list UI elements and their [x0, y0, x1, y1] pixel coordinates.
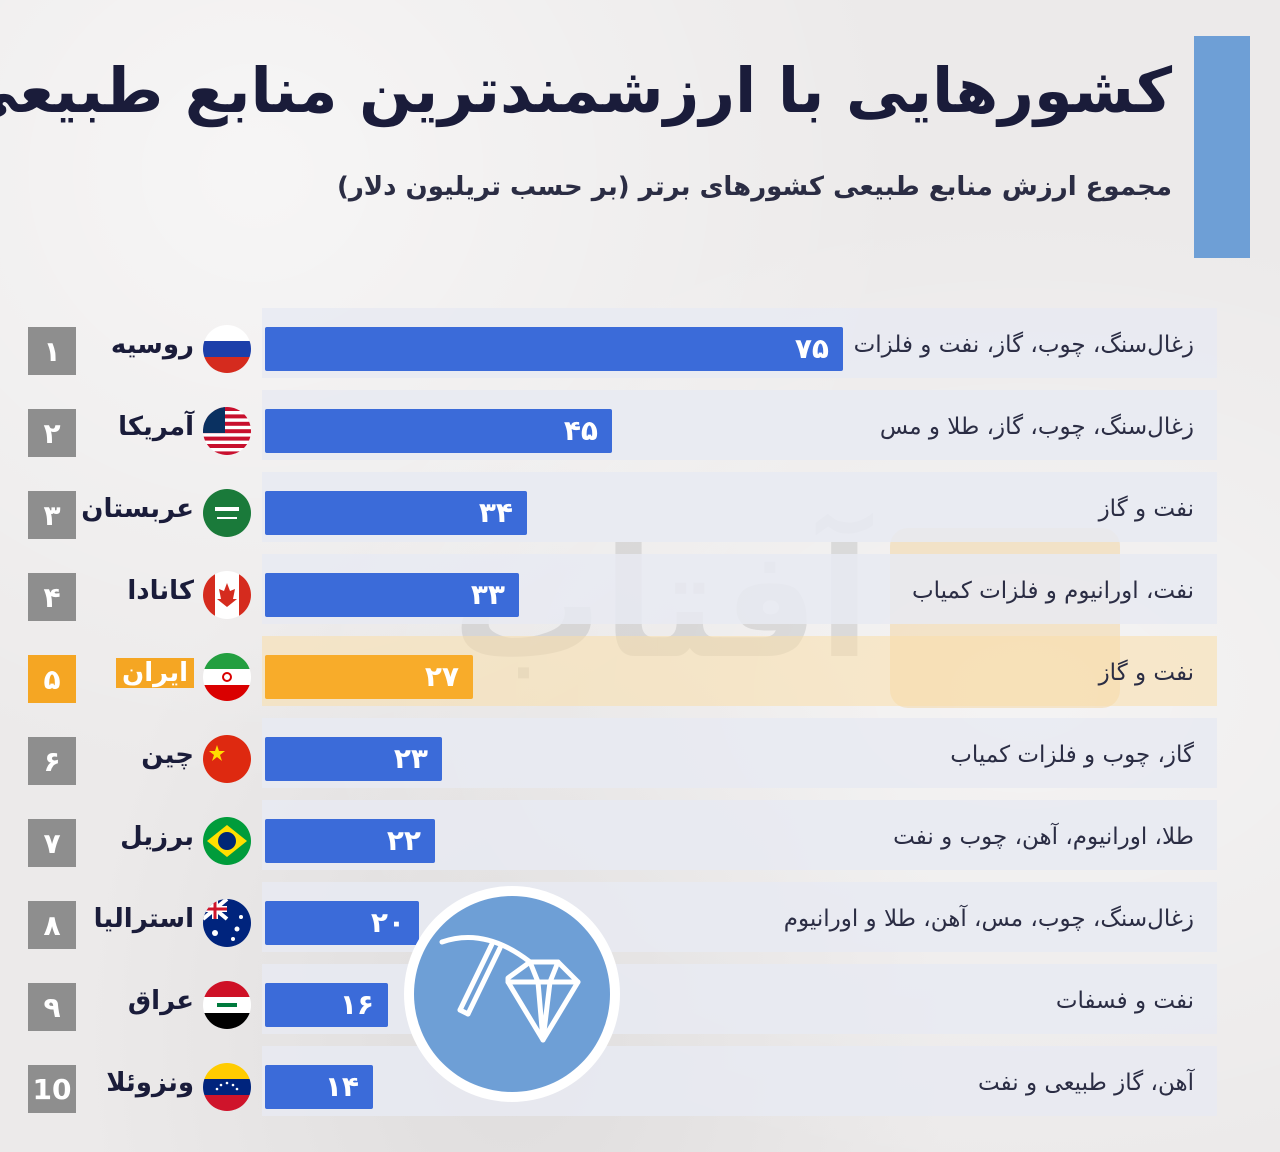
country-label: چین — [141, 740, 194, 770]
country-label: روسیه — [110, 330, 194, 360]
usa-flag-icon — [203, 407, 251, 455]
rank-badge: ۳ — [28, 491, 76, 539]
country-label: عراق — [127, 986, 194, 1016]
bar-value-label: ۲۳ — [393, 742, 428, 775]
resources-label: گاز، چوب و فلزات کمیاب — [950, 742, 1194, 768]
bar-value-label: ۴۵ — [563, 414, 598, 447]
bar-value-label: ۳۴ — [478, 496, 513, 529]
bar-value-label: ۱۴ — [324, 1070, 359, 1103]
country-label: آمریکا — [118, 412, 194, 442]
bar: ۱۶ — [265, 983, 388, 1027]
iran-flag-icon — [203, 653, 251, 701]
chart-row: ۳ عربستان ۳۴ نفت و گاز — [0, 472, 1280, 542]
venezuela-flag-icon — [203, 1063, 251, 1111]
country-label: برزیل — [120, 822, 194, 852]
country-label: استرالیا — [93, 904, 194, 934]
resources-label: طلا، اورانیوم، آهن، چوب و نفت — [893, 824, 1194, 850]
bar-chart: ۱ روسیه ۷۵ زغال‌سنگ، چوب، گاز، نفت و فلزات ۲… — [0, 300, 1280, 1120]
resources-label: زغال‌سنگ، چوب، گاز، طلا و مس — [879, 414, 1194, 440]
country-label: ونزوئلا — [106, 1068, 194, 1098]
bar: ۲۷ — [265, 655, 473, 699]
china-flag-icon — [203, 735, 251, 783]
bar: ۱۴ — [265, 1065, 373, 1109]
chart-row: ۲ آمریکا ۴۵ زغال‌سنگ، چوب، گاز، طلا و مس — [0, 390, 1280, 460]
chart-row: 10 ونزوئلا ۱۴ آهن، گاز طبیعی و نفت — [0, 1046, 1280, 1116]
rank-badge: ۲ — [28, 409, 76, 457]
bar: ۲۲ — [265, 819, 435, 863]
bar-value-label: ۲۲ — [386, 824, 421, 857]
resources-label: نفت و گاز — [1098, 660, 1194, 686]
bar: ۴۵ — [265, 409, 612, 453]
bar: ۲۰ — [265, 901, 419, 945]
bar: ۷۵ — [265, 327, 843, 371]
brazil-flag-icon — [203, 817, 251, 865]
rank-badge: 10 — [28, 1065, 76, 1113]
country-label: ایران — [116, 658, 194, 688]
chart-row: ۸ استرالیا ۲۰ زغال‌سنگ، چوب، مس، آهن، طلا و… — [0, 882, 1280, 952]
bar: ۲۳ — [265, 737, 442, 781]
page-title: کشورهایی با ارزشمندترین منابع طبیعی — [0, 54, 1172, 127]
bar-value-label: ۲۰ — [370, 906, 405, 939]
rank-badge: ۷ — [28, 819, 76, 867]
header-accent-bar — [1194, 36, 1250, 258]
bar-value-label: ۳۳ — [470, 578, 505, 611]
chart-row: ۷ برزیل ۲۲ طلا، اورانیوم، آهن، چوب و نفت — [0, 800, 1280, 870]
rank-badge: ۱ — [28, 327, 76, 375]
canada-flag-icon — [203, 571, 251, 619]
bar: ۳۴ — [265, 491, 527, 535]
saudi-flag-icon — [203, 489, 251, 537]
iraq-flag-icon — [203, 981, 251, 1029]
bar-value-label: ۱۶ — [339, 988, 374, 1021]
chart-row: ۶ چین ۲۳ گاز، چوب و فلزات کمیاب — [0, 718, 1280, 788]
australia-flag-icon — [203, 899, 251, 947]
mining-diamond-icon — [404, 886, 620, 1102]
bar-value-label: ۲۷ — [424, 660, 459, 693]
rank-badge: ۹ — [28, 983, 76, 1031]
chart-row: ۵ ایران ۲۷ نفت و گاز — [0, 636, 1280, 706]
resources-label: نفت، اورانیوم و فلزات کمیاب — [911, 578, 1194, 604]
chart-row: ۴ کانادا ۳۳ نفت، اورانیوم و فلزات کمیاب — [0, 554, 1280, 624]
rank-badge: ۴ — [28, 573, 76, 621]
bar: ۳۳ — [265, 573, 519, 617]
rank-badge: ۵ — [28, 655, 76, 703]
row-background — [262, 1046, 1217, 1116]
rank-badge: ۶ — [28, 737, 76, 785]
resources-label: آهن، گاز طبیعی و نفت — [978, 1070, 1194, 1096]
resources-label: زغال‌سنگ، چوب، مس، آهن، طلا و اورانیوم — [783, 906, 1194, 932]
rank-badge: ۸ — [28, 901, 76, 949]
resources-label: زغال‌سنگ، چوب، گاز، نفت و فلزات — [853, 332, 1194, 358]
resources-label: نفت و گاز — [1098, 496, 1194, 522]
country-label: عربستان — [81, 494, 194, 524]
resources-label: نفت و فسفات — [1055, 988, 1194, 1014]
page-subtitle: مجموع ارزش منابع طبیعی کشورهای برتر (بر … — [336, 172, 1172, 202]
bar-value-label: ۷۵ — [794, 332, 829, 365]
chart-row: ۱ روسیه ۷۵ زغال‌سنگ، چوب، گاز، نفت و فلزات — [0, 308, 1280, 378]
chart-row: ۹ عراق ۱۶ نفت و فسفات — [0, 964, 1280, 1034]
russia-flag-icon — [203, 325, 251, 373]
country-label: کانادا — [127, 576, 194, 606]
